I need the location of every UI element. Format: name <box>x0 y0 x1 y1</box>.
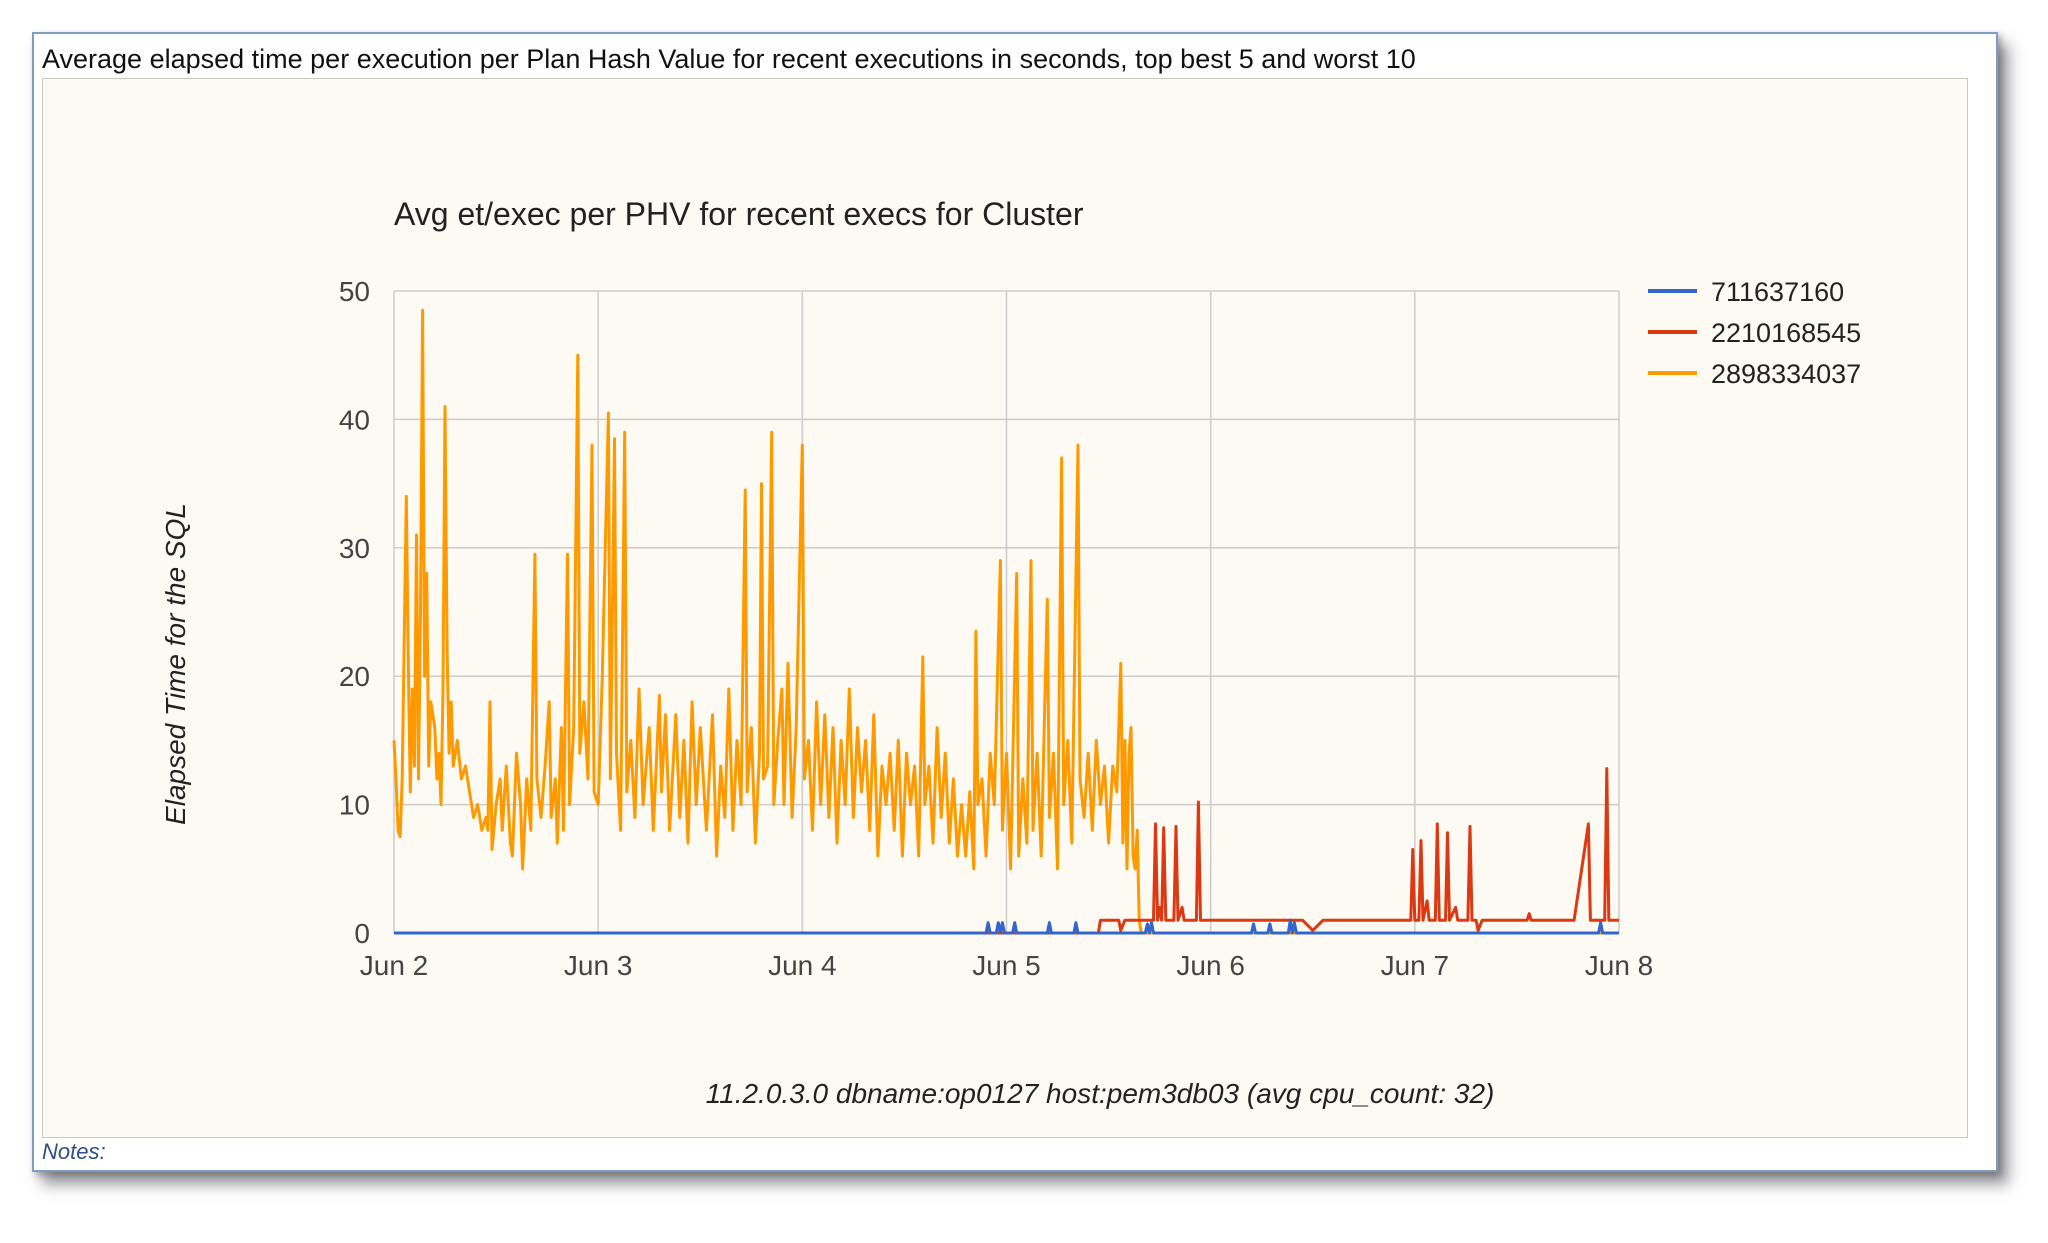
notes-label: Notes: <box>42 1139 106 1164</box>
line-chart: 0 10 20 30 40 50 Jun 2 Jun 3 Jun 4 Jun 5 Jun 6 Jun … <box>160 196 1861 1109</box>
y-tick-label: 50 <box>339 276 370 307</box>
x-tick-label: Jun 6 <box>1176 950 1245 981</box>
report-frame: Average elapsed time per execution per P… <box>32 32 1998 1172</box>
x-axis-label: 11.2.0.3.0 dbname:op0127 host:pem3db03 (… <box>706 1078 1495 1109</box>
x-tick-label: Jun 8 <box>1585 950 1654 981</box>
x-tick-label: Jun 3 <box>564 950 633 981</box>
series-lines <box>392 308 1619 935</box>
series-line-2898334037 <box>392 308 1619 935</box>
x-tick-label: Jun 4 <box>768 950 837 981</box>
series-line-711637160 <box>394 918 1619 935</box>
x-tick-label: Jun 5 <box>972 950 1041 981</box>
y-tick-label: 40 <box>339 404 370 435</box>
chart-title: Avg et/exec per PHV for recent execs for… <box>394 196 1084 232</box>
chart-panel: 0 10 20 30 40 50 Jun 2 Jun 3 Jun 4 Jun 5 Jun 6 Jun … <box>42 78 1968 1138</box>
y-tick-label: 10 <box>339 790 370 821</box>
y-tick-label: 0 <box>354 918 370 949</box>
x-tick-label: Jun 2 <box>360 950 429 981</box>
legend: 711637160 2210168545 2898334037 <box>1648 277 1861 389</box>
report-caption: Average elapsed time per execution per P… <box>42 44 1416 74</box>
y-tick-label: 30 <box>339 533 370 564</box>
x-tick-label: Jun 7 <box>1381 950 1450 981</box>
legend-label: 2898334037 <box>1711 359 1861 389</box>
y-tick-label: 20 <box>339 661 370 692</box>
axes: 0 10 20 30 40 50 Jun 2 Jun 3 Jun 4 Jun 5 Jun 6 Jun … <box>339 276 1653 981</box>
series-line-2210168545 <box>394 767 1619 935</box>
legend-label: 2210168545 <box>1711 318 1861 348</box>
legend-label: 711637160 <box>1711 277 1844 307</box>
y-axis-label: Elapsed Time for the SQL <box>160 503 191 825</box>
